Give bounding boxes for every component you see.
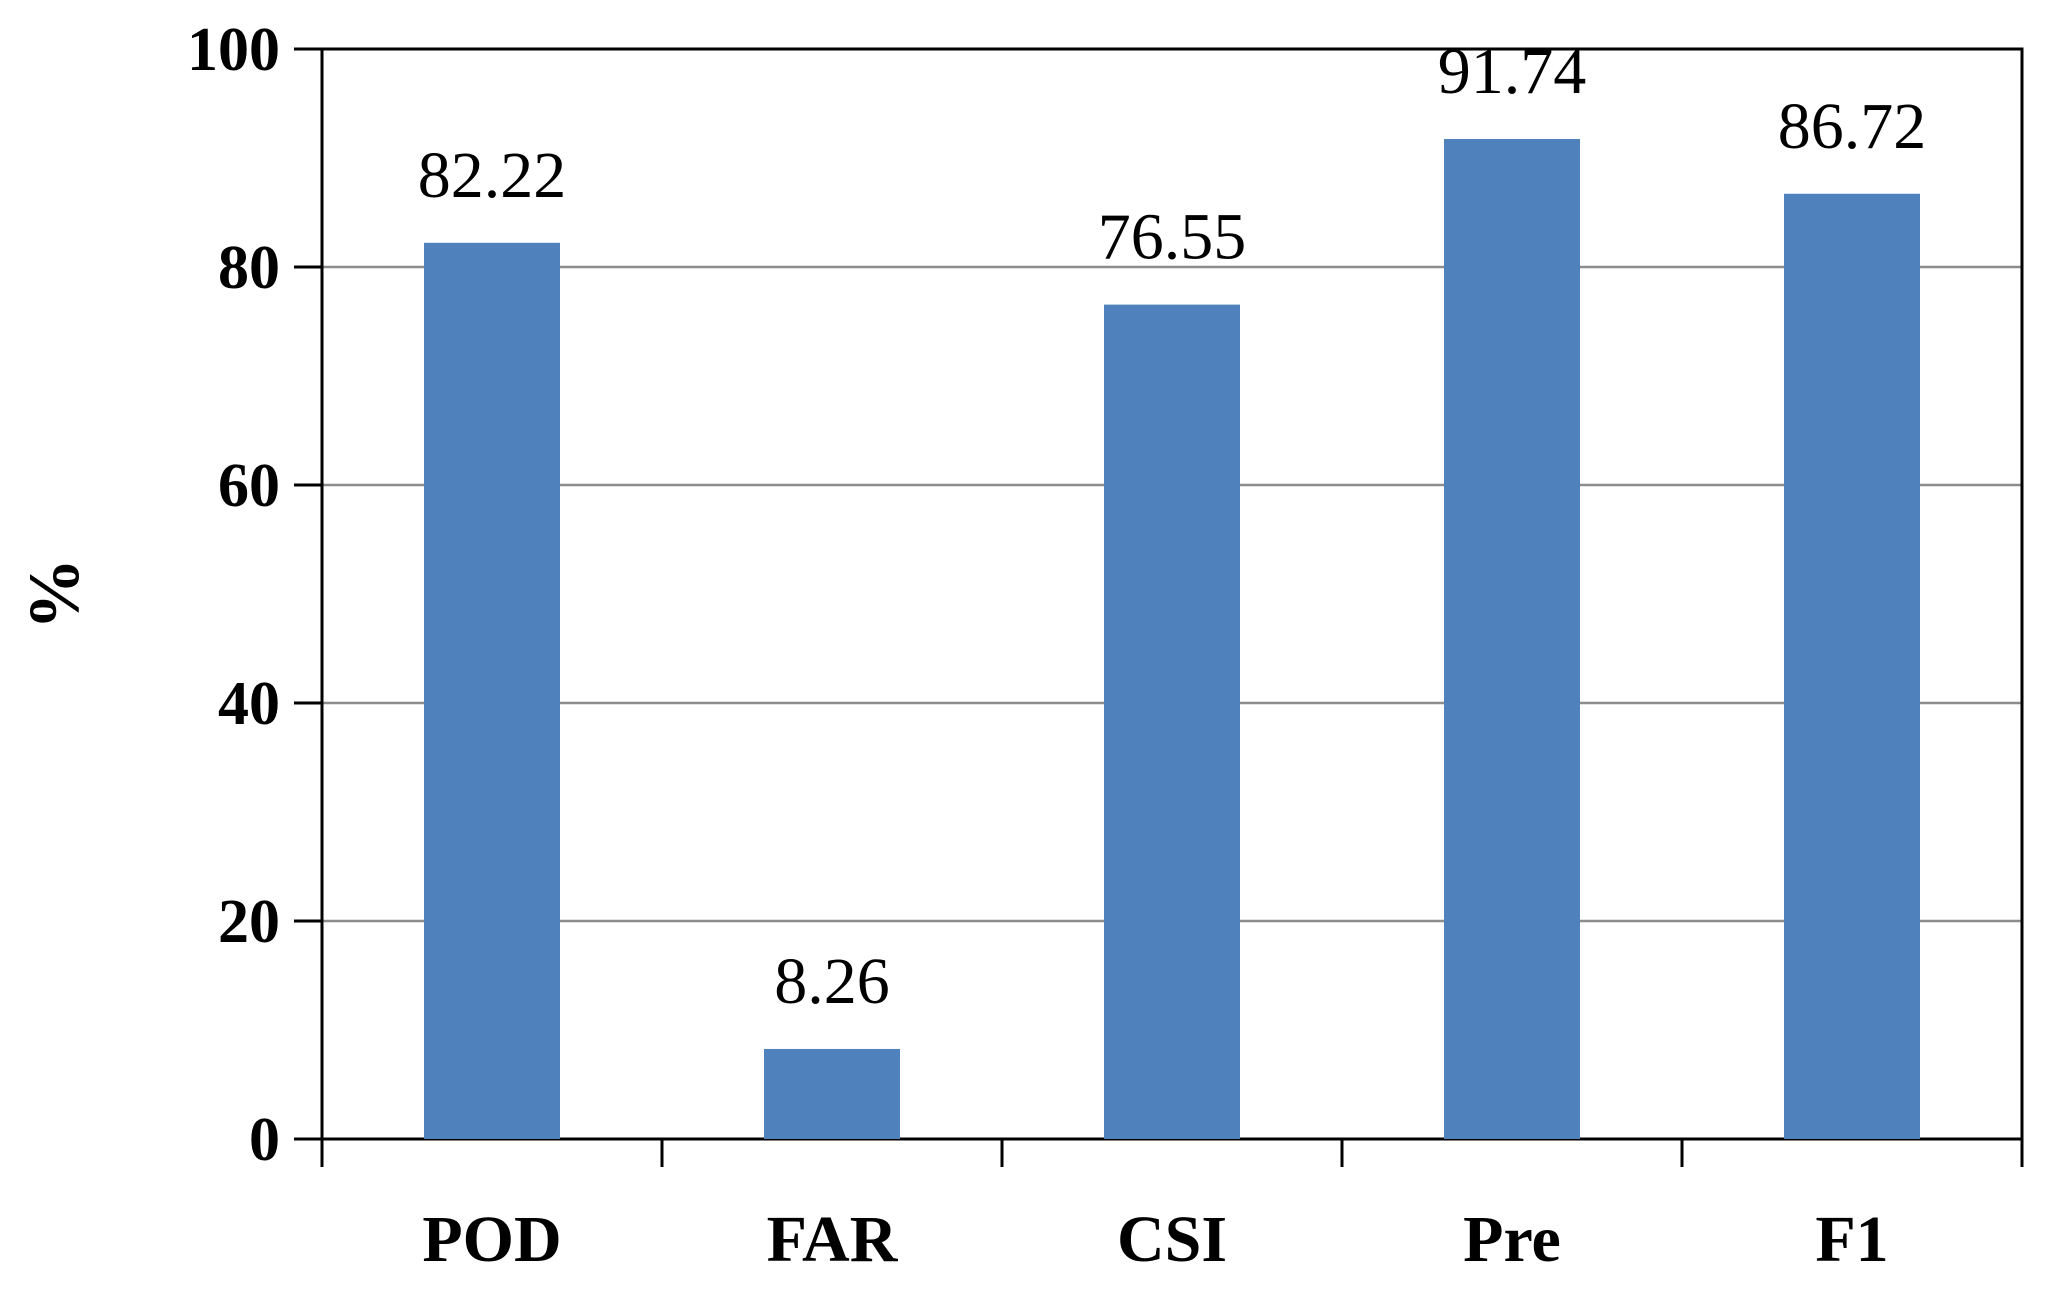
x-axis: POD FAR CSI Pre F1 [320,1139,2024,1276]
bars [424,139,1920,1140]
bar-f1 [1784,193,1920,1139]
bar-pre [1444,139,1580,1139]
x-tick-label-pod: POD [422,1203,561,1276]
bar-far [764,1048,900,1139]
data-labels: 82.22 8.26 76.55 91.74 86.72 [418,35,1927,1018]
y-tick-label: 60 [218,452,280,520]
x-tick-label-pre: Pre [1463,1203,1561,1276]
data-label-pre: 91.74 [1438,35,1587,108]
bar-pod [424,242,560,1139]
data-label-csi: 76.55 [1098,201,1247,274]
data-label-f1: 86.72 [1778,90,1927,163]
data-label-far: 8.26 [774,945,890,1018]
y-tick-label: 20 [218,888,280,956]
x-tick-label-f1: F1 [1815,1203,1888,1276]
x-tick-label-csi: CSI [1117,1203,1227,1276]
bar-csi [1104,304,1240,1140]
y-tick-label: 0 [249,1106,280,1174]
data-label-pod: 82.22 [418,139,567,212]
y-tick-label: 80 [218,234,280,302]
x-tick-label-far: FAR [767,1203,899,1276]
y-tick-label: 100 [187,16,280,84]
y-tick-label: 40 [218,670,280,738]
y-axis-title: % [14,558,94,630]
y-axis: 0 20 40 60 80 100 [187,16,322,1174]
